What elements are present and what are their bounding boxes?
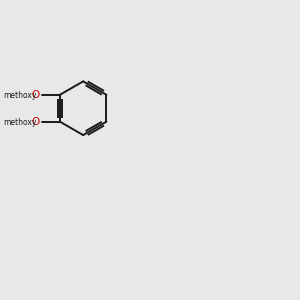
Text: O: O bbox=[31, 90, 39, 100]
Text: O: O bbox=[31, 117, 39, 127]
Text: methoxy: methoxy bbox=[3, 91, 37, 100]
Text: methoxy: methoxy bbox=[3, 118, 37, 127]
